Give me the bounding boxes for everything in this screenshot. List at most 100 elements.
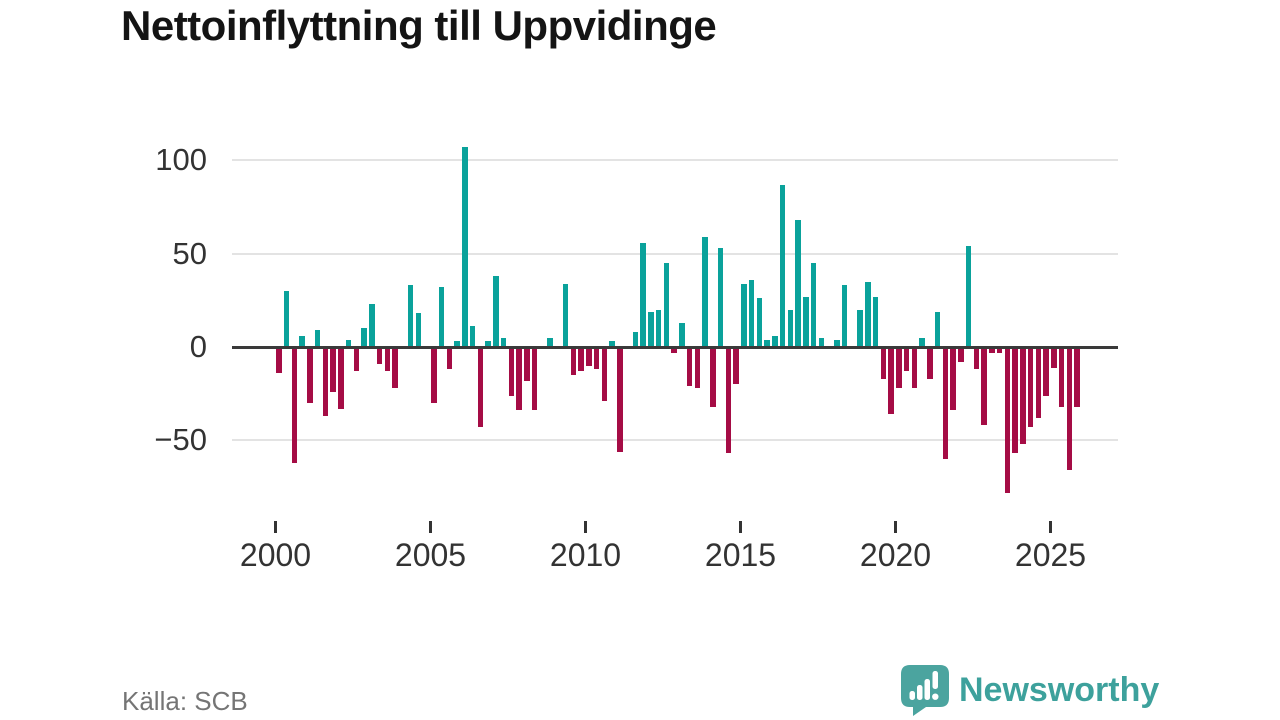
bar xyxy=(764,339,770,348)
bar xyxy=(865,281,871,347)
bar xyxy=(934,311,941,348)
bar xyxy=(322,347,329,416)
x-axis-label: 2000 xyxy=(239,537,312,573)
gridline-100 xyxy=(232,159,1118,162)
bar xyxy=(562,283,569,347)
bar xyxy=(857,309,863,347)
bar xyxy=(958,347,964,362)
bar xyxy=(376,347,383,364)
bar xyxy=(345,339,352,348)
x-axis-tick xyxy=(429,521,432,533)
bar xyxy=(989,347,995,353)
bar xyxy=(438,287,445,347)
bar xyxy=(632,332,639,347)
bar xyxy=(996,347,1003,353)
bar xyxy=(469,326,476,347)
bar xyxy=(1012,347,1018,454)
bar xyxy=(710,347,716,407)
bar xyxy=(1027,347,1034,428)
bar xyxy=(454,341,460,347)
newsworthy-logo-icon xyxy=(901,665,949,716)
bar xyxy=(810,263,817,348)
logo-bar-2 xyxy=(917,685,923,700)
bar xyxy=(578,347,584,372)
bar xyxy=(1043,347,1049,396)
bar xyxy=(725,347,732,454)
bar xyxy=(299,335,305,347)
bar xyxy=(314,330,321,347)
bar xyxy=(911,347,918,389)
bar xyxy=(330,347,336,392)
x-axis-tick xyxy=(274,521,277,533)
x-axis-tick xyxy=(739,521,742,533)
bar xyxy=(973,347,980,370)
bar xyxy=(291,347,298,463)
bar xyxy=(950,347,956,411)
bar xyxy=(756,298,763,347)
bar xyxy=(663,263,670,348)
bar xyxy=(702,236,708,347)
x-axis-label: 2010 xyxy=(549,537,622,573)
y-axis-label: 0 xyxy=(189,329,207,364)
bar xyxy=(276,347,282,374)
bar xyxy=(547,337,553,347)
bar xyxy=(841,285,848,348)
bar xyxy=(353,347,360,372)
bar xyxy=(1074,347,1080,407)
bar xyxy=(1020,347,1026,444)
bar xyxy=(919,337,925,347)
bar xyxy=(648,311,654,348)
bar xyxy=(686,347,693,387)
bar xyxy=(617,347,623,452)
bar xyxy=(981,347,987,426)
bar xyxy=(787,309,794,347)
bar xyxy=(431,347,437,403)
bar xyxy=(1066,347,1073,471)
bar xyxy=(741,283,747,347)
bar xyxy=(508,347,515,396)
y-axis-label: 50 xyxy=(172,235,207,271)
newsworthy-branding: Newsworthy xyxy=(900,664,1159,716)
chart-title: Nettoinflyttning till Uppvidinge xyxy=(121,2,717,49)
bar xyxy=(369,304,375,347)
gridline--50 xyxy=(232,439,1118,442)
bar xyxy=(655,309,662,347)
bar xyxy=(601,347,608,402)
bar xyxy=(880,347,887,379)
bar xyxy=(485,341,491,347)
bar xyxy=(407,285,414,348)
bar xyxy=(586,347,592,366)
bar xyxy=(671,347,677,353)
newsworthy-logo-text: Newsworthy xyxy=(959,670,1160,709)
bar xyxy=(392,347,398,389)
bar xyxy=(462,147,468,348)
bar xyxy=(903,347,910,372)
y-axis-label: −50 xyxy=(154,422,207,458)
x-axis-tick xyxy=(894,521,897,533)
bar xyxy=(477,347,484,428)
bar xyxy=(1058,347,1065,407)
bar xyxy=(733,347,739,385)
bar xyxy=(872,296,879,347)
zero-axis-line xyxy=(232,345,1118,349)
gridline-50 xyxy=(232,252,1118,255)
bar xyxy=(694,347,701,389)
logo-exclamation-dot xyxy=(932,693,939,700)
bar xyxy=(803,296,809,347)
bar xyxy=(361,328,367,348)
bar xyxy=(834,339,840,348)
x-axis-label: 2015 xyxy=(704,537,777,573)
bar xyxy=(570,347,577,375)
bar xyxy=(283,291,290,348)
bar xyxy=(888,347,894,415)
bar xyxy=(640,242,646,347)
logo-exclamation-bar xyxy=(932,671,938,689)
bar xyxy=(516,347,522,411)
bar xyxy=(493,276,499,347)
bar xyxy=(446,347,453,370)
x-axis-label: 2005 xyxy=(394,537,467,573)
logo-bar-3 xyxy=(924,679,930,700)
bar xyxy=(1051,347,1057,368)
bar xyxy=(384,347,391,372)
